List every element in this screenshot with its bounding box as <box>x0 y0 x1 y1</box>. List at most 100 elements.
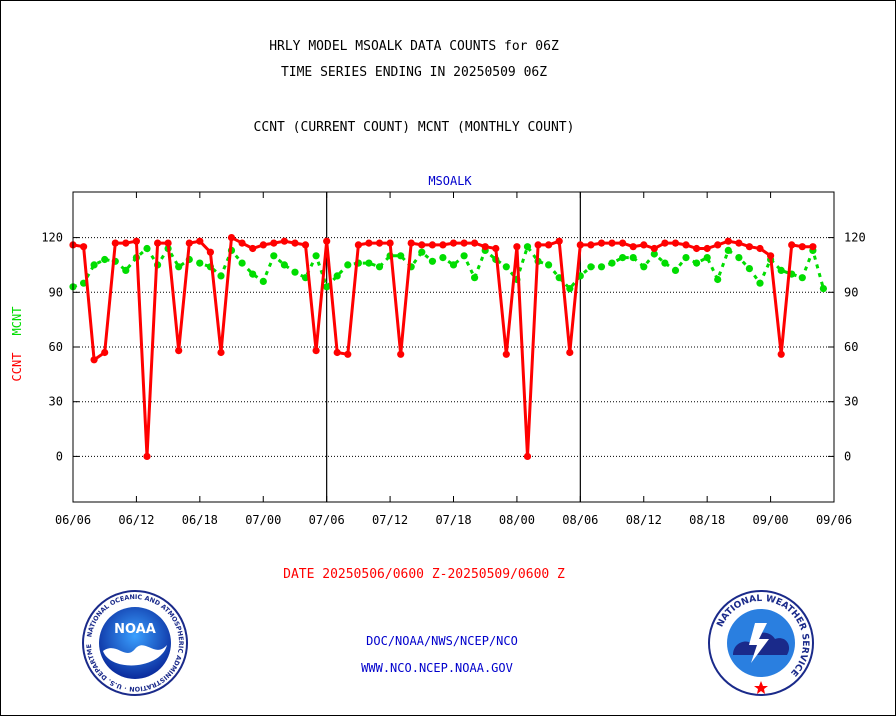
data-point-ccnt <box>323 237 331 245</box>
data-point-ccnt <box>714 241 722 249</box>
data-point-mcnt <box>587 263 595 271</box>
data-point-mcnt <box>735 254 743 262</box>
data-point-mcnt <box>819 285 828 293</box>
data-point-mcnt <box>640 263 648 271</box>
data-point-ccnt <box>545 241 553 249</box>
data-point-ccnt <box>492 244 500 253</box>
data-point-ccnt <box>671 239 680 247</box>
data-point-mcnt <box>280 261 288 269</box>
data-point-ccnt <box>217 348 225 357</box>
noaa-logo: NATIONAL OCEANIC AND ATMOSPHERIC ADMINIS… <box>81 589 188 696</box>
data-point-ccnt <box>354 241 362 249</box>
data-point-mcnt <box>777 266 785 274</box>
data-point-mcnt <box>344 261 352 269</box>
data-point-ccnt <box>767 252 775 260</box>
data-point-ccnt <box>449 239 458 247</box>
data-point-mcnt <box>439 254 447 262</box>
data-point-ccnt <box>555 237 563 245</box>
nws-star-icon <box>754 681 768 694</box>
nws-lightning-icon <box>749 623 769 663</box>
data-point-ccnt <box>608 239 616 247</box>
footer-url-link[interactable]: WWW.NCO.NCEP.NOAA.GOV <box>361 661 513 675</box>
x-tick-label: 06/18 <box>182 513 218 527</box>
data-point-mcnt <box>693 259 701 267</box>
data-point-ccnt <box>375 239 384 247</box>
data-point-mcnt <box>375 263 384 271</box>
data-point-ccnt <box>587 241 595 249</box>
y-tick-label-left: 30 <box>49 395 63 409</box>
data-point-mcnt <box>460 252 468 260</box>
data-point-mcnt <box>545 261 553 269</box>
data-point-ccnt <box>90 356 98 364</box>
data-point-ccnt <box>333 348 341 357</box>
data-point-ccnt <box>101 348 109 357</box>
data-point-ccnt <box>724 237 732 245</box>
y-tick-label-left: 90 <box>49 285 63 299</box>
data-point-mcnt <box>566 285 574 293</box>
x-tick-label: 08/06 <box>562 513 598 527</box>
data-point-mcnt <box>333 272 341 280</box>
x-tick-label: 06/06 <box>55 513 91 527</box>
data-point-mcnt <box>122 266 130 274</box>
data-point-ccnt <box>280 237 288 245</box>
noaa-inner-disc <box>99 607 171 679</box>
data-point-mcnt <box>523 243 532 251</box>
y-tick-label-right: 60 <box>844 340 858 354</box>
data-point-mcnt <box>756 279 764 287</box>
data-point-ccnt <box>154 239 162 247</box>
data-point-mcnt <box>428 257 436 265</box>
data-point-ccnt <box>502 350 510 358</box>
data-point-ccnt <box>227 234 236 242</box>
data-point-ccnt <box>301 241 310 249</box>
data-point-ccnt <box>576 241 584 249</box>
data-point-ccnt <box>291 239 299 247</box>
axis-layer: 0 0 30 30 60 60 90 90 120 120 06/06 06/12 06/18 07/00… <box>41 192 866 527</box>
data-point-mcnt <box>238 259 246 267</box>
noaa-wordmark: NOAA <box>114 622 156 637</box>
noaa-bird-icon <box>103 645 167 666</box>
data-point-mcnt <box>449 261 458 269</box>
data-point-ccnt <box>238 239 246 247</box>
data-point-mcnt <box>650 250 658 258</box>
data-point-ccnt <box>629 243 637 251</box>
data-point-ccnt <box>756 244 764 253</box>
data-point-mcnt <box>714 275 722 284</box>
data-point-ccnt <box>397 350 405 358</box>
data-point-ccnt <box>270 239 278 247</box>
data-point-mcnt <box>703 254 711 262</box>
series-mcnt <box>69 243 828 293</box>
y-tick-label-right: 120 <box>844 231 866 245</box>
data-point-ccnt <box>745 243 754 251</box>
nws-logo: NATIONAL WEATHER SERVICE <box>708 590 814 696</box>
y-tick-label-left: 0 <box>56 449 63 463</box>
data-point-ccnt <box>407 239 415 247</box>
data-point-mcnt <box>259 277 267 285</box>
data-point-mcnt <box>217 272 225 280</box>
data-point-mcnt <box>365 259 373 267</box>
data-point-ccnt <box>111 239 119 247</box>
data-point-ccnt <box>481 243 489 251</box>
data-point-ccnt <box>703 244 711 253</box>
x-tick-label: 09/06 <box>816 513 852 527</box>
x-tick-label: 08/00 <box>499 513 535 527</box>
data-point-mcnt <box>249 270 257 278</box>
data-point-ccnt <box>661 239 669 247</box>
chart-subtitle-legend: CCNT (CURRENT COUNT) MCNT (MONTHLY COUNT… <box>253 120 575 135</box>
grid-layer <box>73 192 834 502</box>
data-point-mcnt <box>471 274 479 282</box>
series-layer <box>69 234 828 460</box>
data-point-ccnt <box>597 239 606 247</box>
data-point-ccnt <box>344 350 352 358</box>
data-point-ccnt <box>175 347 183 355</box>
x-tick-label: 07/12 <box>372 513 408 527</box>
data-point-mcnt <box>196 259 204 267</box>
data-point-mcnt <box>619 254 627 262</box>
data-point-mcnt <box>291 268 299 276</box>
data-point-ccnt <box>693 244 701 253</box>
y-tick-label-left: 120 <box>41 231 63 245</box>
data-point-ccnt <box>619 239 627 247</box>
x-tick-label: 09/00 <box>753 513 789 527</box>
x-tick-label: 06/12 <box>118 513 154 527</box>
data-point-mcnt <box>745 265 754 273</box>
